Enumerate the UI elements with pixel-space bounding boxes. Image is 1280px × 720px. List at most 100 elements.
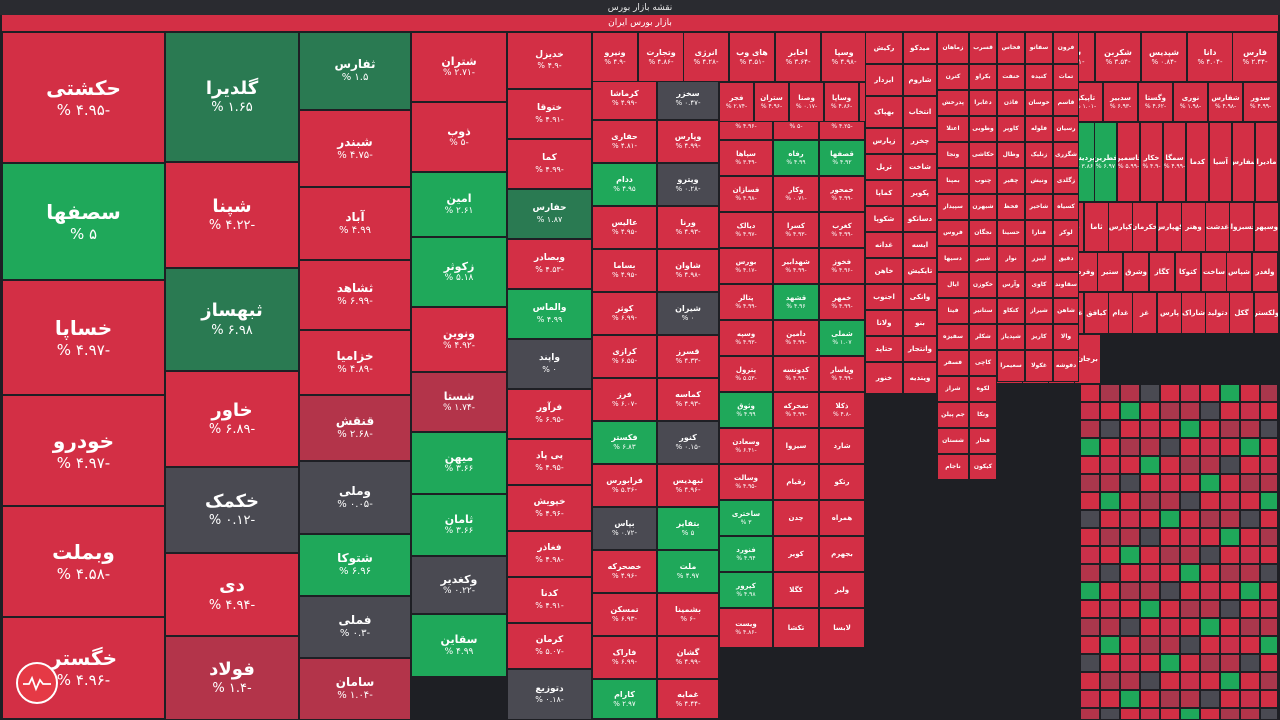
stock-tile[interactable]	[1200, 456, 1220, 474]
stock-tile[interactable]: شستان	[937, 428, 969, 454]
stock-tile[interactable]	[1180, 384, 1200, 402]
stock-tile[interactable]: ختوقا -۴.۹۱ %	[507, 89, 592, 139]
stock-tile[interactable]: ونیش	[1025, 168, 1053, 194]
stock-tile[interactable]: ولکستر	[1254, 292, 1279, 334]
stock-tile[interactable]	[1120, 636, 1140, 654]
stock-tile[interactable]: واپند ۰ %	[507, 339, 592, 389]
stock-tile[interactable]	[1200, 564, 1220, 582]
stock-tile[interactable]	[1260, 618, 1278, 636]
stock-tile[interactable]: فرابورس -۵.۳۶ %	[592, 464, 657, 507]
stock-tile[interactable]	[1080, 438, 1100, 456]
stock-tile[interactable]: وپارس -۴.۹۹ %	[657, 120, 719, 163]
stock-tile[interactable]: سیزوا	[773, 428, 819, 464]
stock-tile[interactable]: فرآور -۶.۹۵ %	[507, 389, 592, 439]
stock-tile[interactable]	[1080, 456, 1100, 474]
stock-tile[interactable]: دسیها	[937, 246, 969, 272]
stock-tile[interactable]: چخزر	[903, 128, 937, 154]
stock-tile[interactable]	[1120, 456, 1140, 474]
stock-tile[interactable]: وطوبی	[969, 116, 997, 142]
stock-tile[interactable]	[1080, 600, 1100, 618]
stock-tile[interactable]: ثاما	[1084, 202, 1109, 252]
stock-tile[interactable]	[1100, 438, 1120, 456]
stock-tile[interactable]: قاسم	[1053, 90, 1079, 116]
stock-tile[interactable]: فاذن	[997, 90, 1025, 116]
stock-tile[interactable]: دسانکو	[903, 206, 937, 232]
stock-tile[interactable]: وکار -۰.۷۱ %	[773, 176, 819, 212]
stock-tile[interactable]: رکیش	[865, 32, 903, 64]
stock-tile[interactable]	[1260, 546, 1278, 564]
stock-tile[interactable]: جم پیلن	[937, 402, 969, 428]
stock-tile[interactable]: کاچی	[969, 350, 997, 376]
stock-tile[interactable]	[1180, 546, 1200, 564]
stock-tile[interactable]: اخابر -۳.۶۴ %	[775, 32, 821, 82]
stock-tile[interactable]: کدونسه -۴.۹۹ %	[773, 356, 819, 392]
stock-tile[interactable]: انرژی -۴.۲۸ %	[683, 32, 729, 82]
stock-tile[interactable]: کرماشا -۴.۹۹ %	[592, 77, 657, 120]
stock-tile[interactable]: فسازان -۴.۹۸ %	[719, 176, 773, 212]
stock-tile[interactable]: وثوق ۴.۹۹ %	[719, 392, 773, 428]
stock-tile[interactable]	[1080, 564, 1100, 582]
stock-tile[interactable]	[1160, 654, 1180, 672]
stock-tile[interactable]: پی پاد -۴.۹۵ %	[507, 439, 592, 485]
stock-tile[interactable]: گلدیرا ۱.۶۵ %	[165, 32, 299, 162]
stock-tile[interactable]: خکاشی	[969, 142, 997, 168]
stock-tile[interactable]	[1140, 384, 1160, 402]
stock-tile[interactable]	[1200, 600, 1220, 618]
stock-tile[interactable]: وشرق	[1123, 252, 1149, 292]
stock-tile[interactable]: میدکو	[903, 32, 937, 64]
stock-tile[interactable]	[1100, 654, 1120, 672]
stock-tile[interactable]: فخاس	[997, 32, 1025, 64]
stock-tile[interactable]	[1100, 474, 1120, 492]
stock-tile[interactable]: های وب -۳.۵۱ %	[729, 32, 775, 82]
stock-tile[interactable]: کتوکا	[1175, 252, 1201, 292]
stock-tile[interactable]: فلوله	[1025, 116, 1053, 142]
stock-tile[interactable]: ذکلا -۴.۸ %	[819, 392, 865, 428]
stock-tile[interactable]: تمسکن -۶.۹۳ %	[592, 593, 657, 636]
stock-tile[interactable]: ایسه	[903, 232, 937, 258]
stock-tile[interactable]: سپیدار	[937, 194, 969, 220]
stock-tile[interactable]	[1220, 474, 1240, 492]
stock-tile[interactable]: شپنا -۴.۲۲ %	[165, 162, 299, 268]
stock-tile[interactable]	[1120, 492, 1140, 510]
stock-tile[interactable]: ویترو -۰.۲۸ %	[657, 163, 719, 206]
stock-tile[interactable]: کغرب -۴.۹۹ %	[819, 212, 865, 248]
stock-tile[interactable]	[1120, 420, 1140, 438]
stock-tile[interactable]: قشهد ۴.۹۶ %	[773, 284, 819, 320]
stock-tile[interactable]	[1260, 402, 1278, 420]
stock-tile[interactable]: غمایه -۴.۴۴ %	[657, 679, 719, 719]
stock-tile[interactable]: کوثر -۶.۹۹ %	[592, 292, 657, 335]
stock-tile[interactable]: وساپا -۴.۸۶ %	[824, 82, 859, 122]
stock-tile[interactable]	[1180, 492, 1200, 510]
stock-tile[interactable]	[1260, 474, 1278, 492]
stock-tile[interactable]	[1160, 528, 1180, 546]
stock-tile[interactable]	[1120, 654, 1140, 672]
stock-tile[interactable]	[1240, 492, 1260, 510]
stock-tile[interactable]	[1160, 456, 1180, 474]
stock-tile[interactable]: ویندیه	[903, 362, 937, 394]
stock-tile[interactable]: پکویر	[903, 180, 937, 206]
stock-tile[interactable]: سخزر -۰.۴۷ %	[657, 77, 719, 120]
stock-tile[interactable]: والماس ۴.۹۹ %	[507, 289, 592, 339]
stock-tile[interactable]	[1080, 636, 1100, 654]
stock-tile[interactable]: ولیز	[819, 572, 865, 608]
stock-tile[interactable]: خصحرکه -۴.۹۶ %	[592, 550, 657, 593]
stock-tile[interactable]: بهپاک	[865, 96, 903, 128]
stock-tile[interactable]: کاریز	[1025, 324, 1053, 350]
stock-tile[interactable]	[1200, 474, 1220, 492]
stock-tile[interactable]	[1080, 420, 1100, 438]
stock-tile[interactable]: فتارا	[1025, 220, 1053, 246]
stock-tile[interactable]: شپاس	[1226, 252, 1252, 292]
stock-tile[interactable]: غز	[1132, 292, 1157, 334]
stock-tile[interactable]	[1100, 384, 1120, 402]
stock-tile[interactable]: ونیرو -۴.۹ %	[592, 32, 638, 82]
stock-tile[interactable]	[1240, 510, 1260, 528]
stock-tile[interactable]	[1160, 384, 1180, 402]
stock-tile[interactable]	[1220, 456, 1240, 474]
stock-tile[interactable]	[1120, 564, 1140, 582]
stock-tile[interactable]: خوسان	[1025, 90, 1053, 116]
stock-tile[interactable]: نجگان	[969, 220, 997, 246]
stock-tile[interactable]	[1240, 582, 1260, 600]
stock-tile[interactable]	[1100, 672, 1120, 690]
stock-tile[interactable]: فاسمین-۵.۹۹ %	[1117, 122, 1140, 202]
stock-tile[interactable]: اجنوب	[865, 284, 903, 310]
